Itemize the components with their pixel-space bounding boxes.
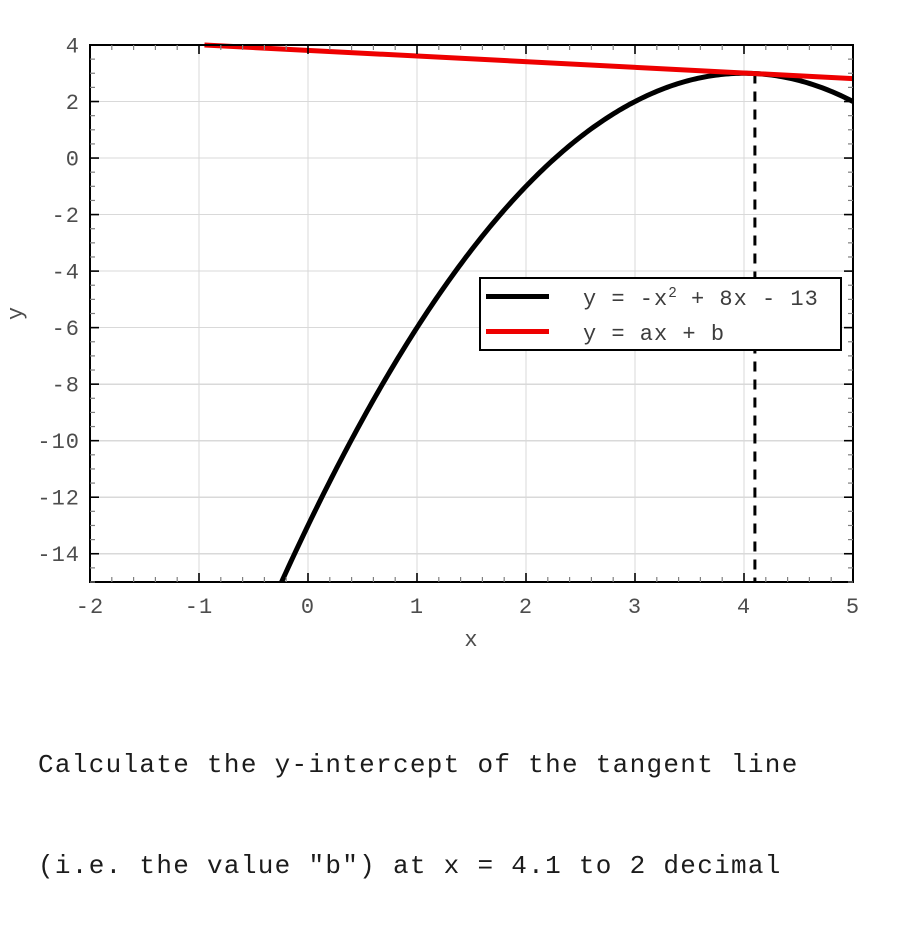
legend-label-tangent-prefix: y = ax + b (583, 321, 726, 347)
y-tick-label: 4 (66, 35, 80, 60)
question-line-1: Calculate the y-intercept of the tangent… (38, 750, 799, 780)
legend-label-parabola-suffix: + 8x - 13 (676, 286, 819, 312)
x-tick-label: 4 (737, 595, 751, 620)
y-tick-label: 2 (66, 91, 80, 116)
legend-label-parabola: y = -x2 + 8x - 13 (583, 281, 819, 313)
legend-entry-parabola: y = -x2 + 8x - 13 (481, 281, 840, 313)
legend: y = -x2 + 8x - 13 y = ax + b (479, 277, 842, 351)
y-tick-label: -12 (37, 487, 80, 512)
legend-swatch-parabola (486, 294, 549, 299)
x-tick-label: 1 (410, 595, 424, 620)
x-tick-label: 0 (301, 595, 315, 620)
legend-label-parabola-exponent: 2 (668, 285, 677, 302)
legend-swatch-tangent (486, 329, 549, 334)
y-tick-label: -10 (37, 430, 80, 455)
x-tick-label: 5 (846, 595, 860, 620)
tangent-line (204, 42, 854, 82)
y-tick-label: -4 (52, 261, 80, 286)
y-tick-label: -2 (52, 204, 80, 229)
x-tick-label: -1 (185, 595, 213, 620)
x-tick-label: 3 (628, 595, 642, 620)
y-tick-label: -6 (52, 317, 80, 342)
x-axis-label: x (464, 628, 478, 653)
y-axis-label: y (4, 306, 29, 320)
y-tick-label: -14 (37, 543, 80, 568)
question-line-2: (i.e. the value "b") at x = 4.1 to 2 dec… (38, 850, 782, 881)
y-tick-label: 0 (66, 148, 80, 173)
x-tick-label: 2 (519, 595, 533, 620)
legend-label-parabola-prefix: y = -x (583, 286, 669, 312)
y-tick-label: -8 (52, 374, 80, 399)
legend-entry-tangent: y = ax + b (481, 316, 840, 348)
question-text: Calculate the y-intercept of the tangent… (38, 682, 868, 930)
axis-ticks (89, 44, 854, 583)
x-tick-label: -2 (76, 595, 104, 620)
legend-label-tangent: y = ax + b (583, 316, 725, 348)
